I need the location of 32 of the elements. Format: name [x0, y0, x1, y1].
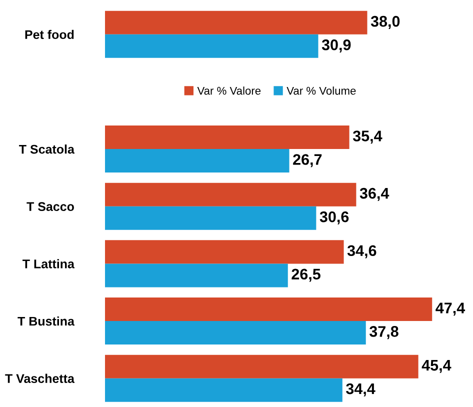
- data-label: 36,4: [360, 188, 390, 201]
- y-tick-label: T Vaschetta: [5, 374, 75, 383]
- bar: [105, 264, 288, 288]
- data-label: 38,0: [370, 16, 400, 29]
- data-label: 47,4: [436, 302, 466, 316]
- bar: [105, 240, 344, 264]
- bar: [105, 182, 356, 206]
- data-label: 37,8: [369, 326, 398, 340]
- bar: [105, 34, 318, 58]
- data-label: 26,5: [292, 268, 320, 282]
- y-tick-label: T Scatola: [19, 144, 75, 154]
- y-tick-label: T Lattina: [22, 259, 75, 268]
- data-label: 35,4: [352, 130, 382, 144]
- bar: [105, 206, 316, 230]
- bar: [105, 354, 418, 378]
- data-label: 45,4: [422, 360, 452, 373]
- data-label: 30,6: [320, 211, 349, 224]
- bar: [105, 378, 342, 402]
- data-label: 30,9: [322, 39, 351, 52]
- bar: [105, 321, 366, 345]
- y-tick-label: T Sacco: [26, 202, 74, 212]
- bar: [105, 298, 432, 322]
- data-label: 34,6: [347, 245, 376, 258]
- bar: [105, 10, 368, 34]
- legend-label: Var % Volume: [286, 86, 356, 95]
- y-tick-label: T Bustina: [18, 316, 75, 326]
- bar: [105, 149, 290, 173]
- data-label: 26,7: [293, 154, 322, 168]
- data-label: 34,4: [346, 383, 376, 396]
- bar: [105, 126, 350, 150]
- y-tick-label: Pet food: [25, 30, 74, 40]
- legend-label: Var % Valore: [197, 86, 261, 95]
